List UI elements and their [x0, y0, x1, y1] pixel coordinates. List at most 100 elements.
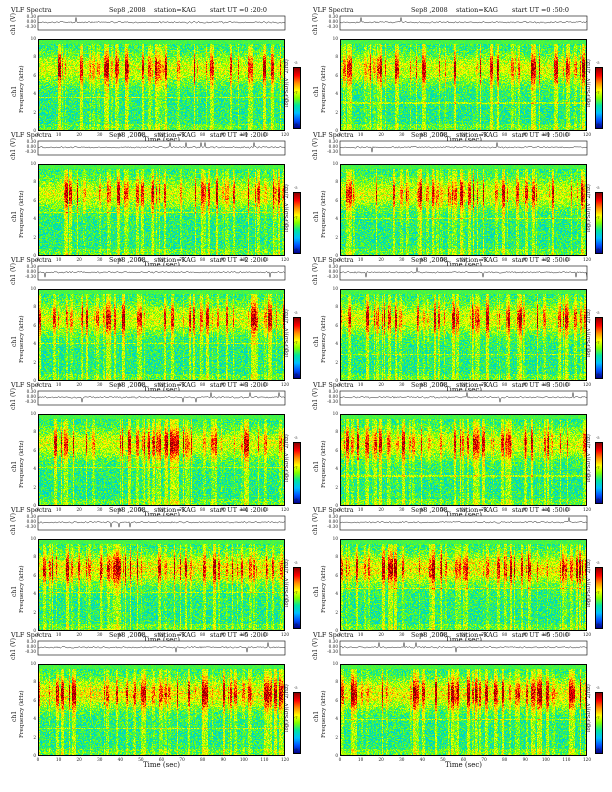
colorbar-label: log(PSD)(V^2/Hz)	[586, 684, 592, 732]
freq-tick-label: 4	[335, 716, 338, 722]
time-tick-label: 40	[419, 507, 425, 512]
freq-tick-label: 6	[335, 697, 338, 703]
time-tick-label: 0	[36, 382, 40, 387]
colorbar-tick-label: -7	[294, 91, 298, 95]
freq-tick-label: 0	[33, 128, 36, 133]
panel-station: station=KAG	[456, 381, 498, 389]
time-tick-label: 50	[440, 632, 446, 637]
panel-station: station=KAG	[456, 131, 498, 139]
spectrogram	[340, 164, 587, 256]
time-tick-label: 70	[179, 632, 185, 637]
ch1-tick-label: -0.30	[327, 399, 338, 404]
ch1-waveform-plot	[37, 140, 286, 156]
spectrogram	[38, 164, 285, 256]
time-tick-label: 0	[338, 632, 342, 637]
ch1-tick-label: -0.30	[327, 274, 338, 279]
ch1-tick-label: 0.30	[26, 14, 36, 19]
colorbar	[595, 317, 603, 379]
ch1-waveform	[339, 17, 587, 24]
ch1-waveform	[339, 392, 588, 403]
freq-tick-label: 2	[335, 109, 338, 115]
time-tick-label: 40	[117, 757, 123, 762]
ch1-frame	[339, 640, 588, 656]
colorbar-tick-label: -5	[294, 61, 298, 65]
colorbar-label: log(PSD)(V^2/Hz)	[284, 559, 290, 607]
time-tick-label: 0	[338, 382, 342, 387]
time-tick-label: 40	[419, 257, 425, 262]
time-tick-label: 20	[378, 382, 384, 387]
time-tick-label: 30	[97, 507, 103, 512]
time-tick-label: 80	[199, 132, 206, 137]
freq-tick-label: 6	[33, 322, 36, 328]
time-tick-label: 0	[36, 257, 40, 262]
time-axis-label: Time (sec)	[142, 511, 181, 519]
ch1-tick-label: -0.30	[25, 274, 36, 279]
freq-tick-label: 2	[335, 484, 338, 490]
time-tick-label: 40	[117, 257, 123, 262]
spectrogram	[340, 664, 587, 756]
time-tick-label: 100	[239, 757, 248, 762]
panel-date: Sep8 ,2008	[411, 256, 448, 264]
colorbar-tick-label: -5	[294, 436, 298, 440]
time-tick-label: 90	[220, 132, 226, 137]
spectra-panel: VLF Spectra Sep8 ,2008 station=KAG start UT…	[8, 5, 303, 144]
time-axis-label: Time (sec)	[444, 261, 483, 269]
freq-tick-label: 10	[332, 536, 338, 541]
freq-tick-label: 8	[335, 54, 338, 60]
ch1-tick-label: -0.30	[327, 149, 338, 154]
ch1-tick-label: 0.30	[328, 139, 338, 144]
ch1-waveform	[37, 642, 286, 653]
time-tick-label: 120	[281, 507, 289, 512]
panel-station: station=KAG	[456, 506, 498, 514]
time-tick-label: 50	[440, 132, 446, 137]
time-tick-label: 120	[583, 757, 591, 762]
freq-tick-label: 0	[335, 628, 338, 633]
time-tick-label: 10	[357, 257, 364, 262]
time-tick-label: 60	[158, 257, 165, 262]
ch1-waveform-plot	[37, 265, 286, 281]
colorbar	[595, 567, 603, 629]
time-tick-label: 120	[583, 257, 591, 262]
colorbar-tick-label: -9	[596, 373, 600, 377]
time-tick-label: 110	[260, 507, 269, 512]
time-tick-label: 0	[36, 757, 40, 762]
spectrogram-ylabel-ch1: ch1	[11, 585, 18, 597]
ch1-waveform	[339, 517, 588, 524]
ch1-axis-label: ch1 (V)	[10, 638, 17, 660]
time-tick-label: 30	[399, 632, 405, 637]
time-tick-label: 0	[36, 507, 40, 512]
panel-station: station=KAG	[154, 131, 196, 139]
time-tick-label: 30	[399, 757, 405, 762]
ch1-tick-label: 0.30	[26, 139, 36, 144]
colorbar	[293, 67, 301, 129]
spectra-panel: VLF Spectra Sep8 ,2008 station=KAG start UT…	[310, 505, 605, 644]
spectrogram-ylabel-ch1: ch1	[11, 85, 18, 97]
freq-tick-label: 4	[335, 341, 338, 347]
ch1-frame	[339, 390, 588, 406]
time-tick-label: 20	[76, 382, 82, 387]
time-tick-label: 70	[481, 757, 487, 762]
panel-start-time: start UT =3 :50:0	[512, 381, 569, 389]
time-tick-label: 110	[260, 257, 269, 262]
freq-tick-label: 0	[33, 253, 36, 258]
ch1-tick-label: 0.30	[26, 514, 36, 519]
freq-tick-label: 8	[335, 304, 338, 310]
spectrogram-ylabel-ch1: ch1	[313, 335, 320, 347]
freq-tick-label: 10	[30, 411, 36, 416]
time-tick-label: 100	[541, 632, 550, 637]
ch1-tick-label: 0.00	[328, 19, 338, 24]
time-axis-label: Time (sec)	[142, 386, 181, 394]
panel-date: Sep8 ,2008	[411, 6, 448, 14]
colorbar	[293, 442, 301, 504]
colorbar-tick-label: -7	[294, 466, 298, 470]
time-tick-label: 110	[562, 257, 571, 262]
colorbar-tick-label: -5	[596, 561, 600, 565]
time-tick-label: 120	[281, 132, 289, 137]
colorbar-label: log(PSD)(V^2/Hz)	[284, 684, 290, 732]
time-tick-label: 70	[481, 257, 487, 262]
freq-tick-label: 4	[33, 216, 36, 222]
time-tick-label: 20	[378, 132, 384, 137]
freq-tick-label: 6	[335, 72, 338, 78]
time-tick-label: 110	[562, 382, 571, 387]
freq-tick-label: 10	[332, 411, 338, 416]
